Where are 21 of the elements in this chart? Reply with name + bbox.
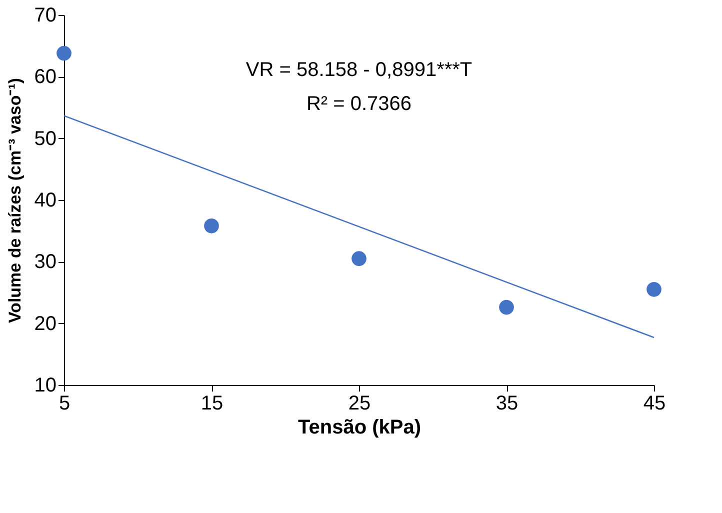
x-tick-label: 25 <box>348 392 371 414</box>
annotation: R² = 0.7366 <box>306 93 412 115</box>
point <box>204 218 219 234</box>
annotation: VR = 58.158 - 0,8991***T <box>246 59 472 81</box>
point <box>646 282 662 297</box>
y-tick-label: 70 <box>34 4 56 26</box>
x-tick-label: 5 <box>58 392 70 414</box>
y-tick-label: 60 <box>34 66 56 88</box>
point <box>56 46 72 61</box>
y-tick-label: 50 <box>34 128 56 150</box>
y-axis-title: Volume de raízes (cm⁻³ vaso⁻¹) <box>5 78 24 324</box>
y-tick-label: 40 <box>34 190 56 212</box>
x-tick-label: 15 <box>200 392 224 414</box>
y-tick-label: 30 <box>34 251 56 274</box>
point <box>499 300 514 315</box>
x-axis-title: Tensão (kPa) <box>298 416 421 438</box>
point <box>352 251 366 266</box>
x-tick-label: 35 <box>496 392 518 414</box>
x-tick-label: 45 <box>643 392 666 414</box>
y-tick-label: 20 <box>34 312 56 335</box>
y-tick-label: 10 <box>34 374 56 396</box>
